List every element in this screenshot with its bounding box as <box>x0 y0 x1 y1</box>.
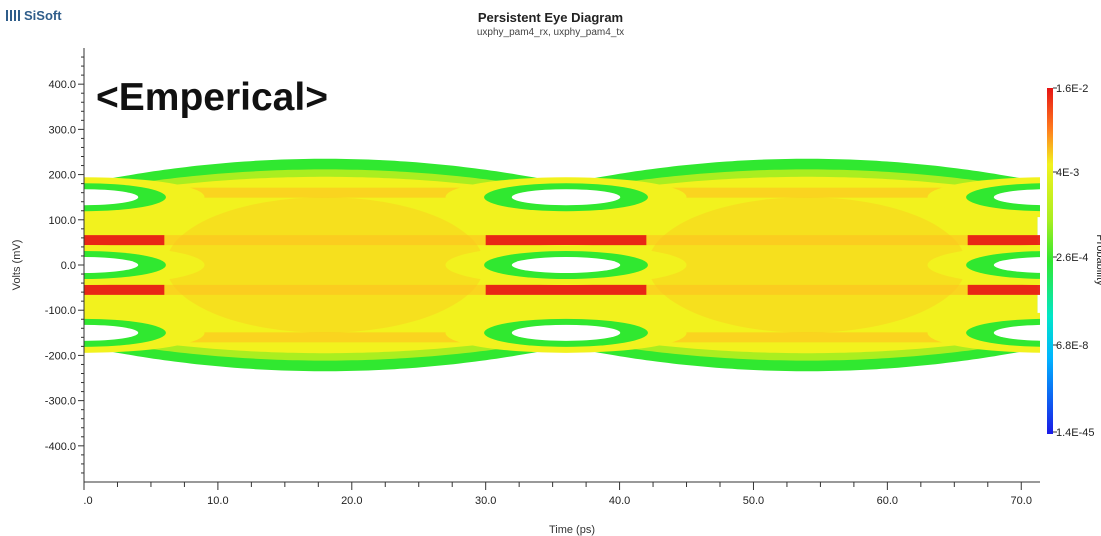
eye-heatmap <box>84 158 1040 372</box>
eye-opening <box>511 189 621 206</box>
colorbar-tick-label: 2.6E-4 <box>1056 252 1088 264</box>
eye-opening <box>511 324 621 341</box>
signal-level-peak <box>84 284 165 295</box>
x-tick-label: .0 <box>83 495 92 507</box>
sisoft-logo: SiSoft <box>6 8 62 23</box>
x-tick-label: 40.0 <box>609 495 630 507</box>
eye-opening <box>511 257 621 273</box>
y-tick-label: -400.0 <box>45 441 76 453</box>
eye-opening <box>993 257 1040 273</box>
y-tick-label: -200.0 <box>45 350 76 362</box>
colorbar: 1.6E-2 4E-3 2.6E-4 6.8E-8 1.4E-45 Probability <box>1047 83 1101 439</box>
colorbar-gradient <box>1047 88 1053 434</box>
eye-opening <box>993 189 1040 206</box>
signal-level-peak <box>485 284 647 295</box>
x-tick-label: 20.0 <box>341 495 362 507</box>
eye-center-haze <box>647 197 967 333</box>
signal-level-peak <box>84 235 165 246</box>
y-tick-label: -100.0 <box>45 305 76 317</box>
eye-opening <box>84 257 139 273</box>
y-tick-label: 200.0 <box>48 170 76 182</box>
colorbar-tick-label: 1.6E-2 <box>1056 83 1088 95</box>
y-tick-label: 0.0 <box>61 260 76 272</box>
x-tick-label: 60.0 <box>877 495 898 507</box>
colorbar-tick-label: 1.4E-45 <box>1056 427 1095 439</box>
x-axis-title: Time (ps) <box>549 524 595 536</box>
x-tick-label: 30.0 <box>475 495 496 507</box>
y-tick-label: 400.0 <box>48 79 76 91</box>
x-tick-label: 70.0 <box>1011 495 1032 507</box>
chart-subtitle: uxphy_pam4_rx, uxphy_pam4_tx <box>476 27 625 38</box>
emperical-annotation: <Emperical> <box>96 76 328 119</box>
eye-center-haze <box>165 197 485 333</box>
y-axis-title: Volts (mV) <box>11 240 23 291</box>
axes: 400.0 300.0 200.0 100.0 0.0 -100.0 -200.0 -300.… <box>11 48 1040 536</box>
colorbar-title: Probability <box>1094 234 1101 286</box>
eye-opening <box>993 324 1040 341</box>
eye-opening <box>84 324 139 341</box>
logo-text: SiSoft <box>24 8 62 23</box>
eye-opening <box>84 189 139 206</box>
colorbar-tick-label: 6.8E-8 <box>1056 340 1088 352</box>
signal-level-peak <box>485 235 647 246</box>
chart-title: Persistent Eye Diagram <box>477 10 624 25</box>
y-tick-label: 300.0 <box>48 124 76 136</box>
x-tick-label: 10.0 <box>207 495 228 507</box>
y-tick-label: -300.0 <box>45 396 76 408</box>
logo-icon <box>6 10 20 21</box>
x-tick-label: 50.0 <box>743 495 764 507</box>
signal-level-peak <box>967 284 1040 295</box>
colorbar-tick-label: 4E-3 <box>1056 167 1079 179</box>
signal-level-peak <box>967 235 1040 246</box>
y-tick-label: 100.0 <box>48 215 76 227</box>
